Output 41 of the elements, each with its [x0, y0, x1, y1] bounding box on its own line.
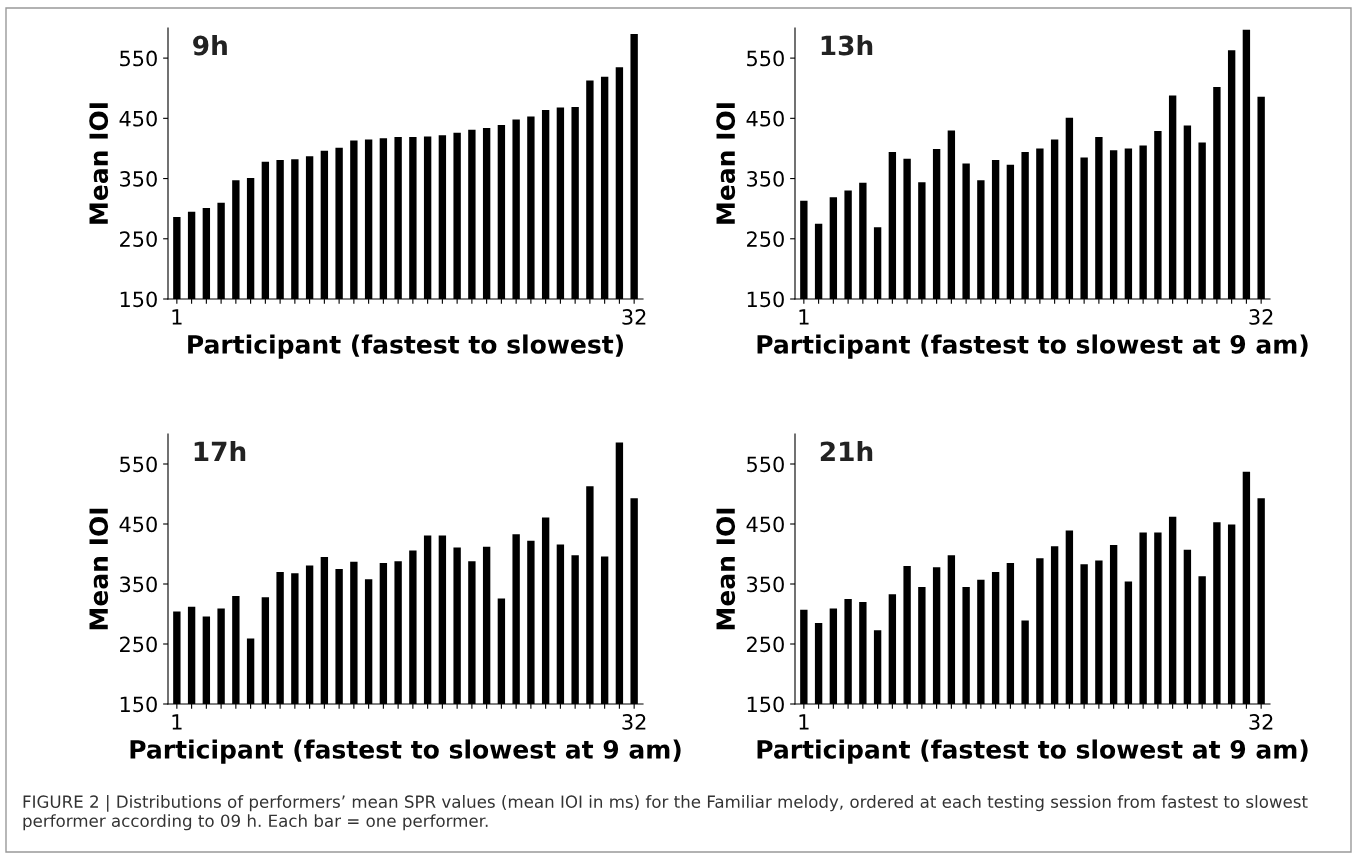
y-axis-title: Mean IOI: [89, 103, 109, 224]
y-axis-title: Mean IOI: [89, 508, 109, 630]
y-tick-label: 350: [120, 576, 157, 593]
y-tick-label: 250: [747, 636, 784, 653]
y-tick-label: 350: [747, 576, 784, 593]
x-axis-title: Participant (fastest to slowest): [188, 334, 623, 359]
x-tick-label: 32: [622, 309, 646, 325]
y-tick-label: 150: [747, 696, 784, 713]
x-tick-label: 1: [172, 309, 182, 325]
y-tick-label: 350: [747, 171, 784, 187]
y-tick-label: 550: [747, 456, 784, 473]
x-axis-title: Participant (fastest to slowest at 9 am): [757, 334, 1308, 359]
x-tick-label: 32: [1249, 309, 1273, 325]
caption: FIGURE 2 | Distributions of performers’ mean SPR values (mean IOI in ms) for the Familiar melody, ordered at each testing session from fastest to slowest performer according to 09 h. Each bar = one performer.: [23, 795, 1308, 831]
x-axis-title: Participant (fastest to slowest at 9 am): [130, 739, 681, 764]
chart-title: 17h: [194, 440, 246, 461]
y-tick-label: 250: [747, 231, 784, 247]
y-tick-label: 250: [120, 231, 157, 247]
y-tick-label: 150: [120, 696, 157, 713]
y-axis-title: Mean IOI: [716, 103, 736, 224]
y-tick-label: 550: [120, 50, 157, 67]
y-axis-title: Mean IOI: [716, 508, 736, 630]
x-tick-label: 32: [1249, 714, 1273, 730]
x-tick-label: 1: [799, 714, 809, 730]
y-tick-label: 150: [747, 291, 784, 308]
chart-title: 21h: [820, 440, 873, 461]
x-tick-label: 32: [622, 714, 646, 730]
chart-title: 13h: [821, 35, 873, 56]
x-tick-label: 1: [172, 714, 182, 730]
y-tick-label: 150: [120, 291, 157, 308]
y-tick-label: 450: [119, 516, 157, 533]
chart-title: 9h: [193, 35, 227, 56]
y-tick-label: 350: [120, 171, 157, 187]
y-tick-label: 450: [746, 516, 784, 533]
y-tick-label: 550: [120, 456, 157, 473]
y-tick-label: 450: [746, 110, 784, 127]
y-tick-label: 250: [120, 636, 157, 653]
x-axis-title: Participant (fastest to slowest at 9 am): [757, 739, 1308, 764]
y-tick-label: 550: [747, 50, 784, 67]
x-tick-label: 1: [799, 309, 809, 325]
y-tick-label: 450: [119, 110, 157, 127]
